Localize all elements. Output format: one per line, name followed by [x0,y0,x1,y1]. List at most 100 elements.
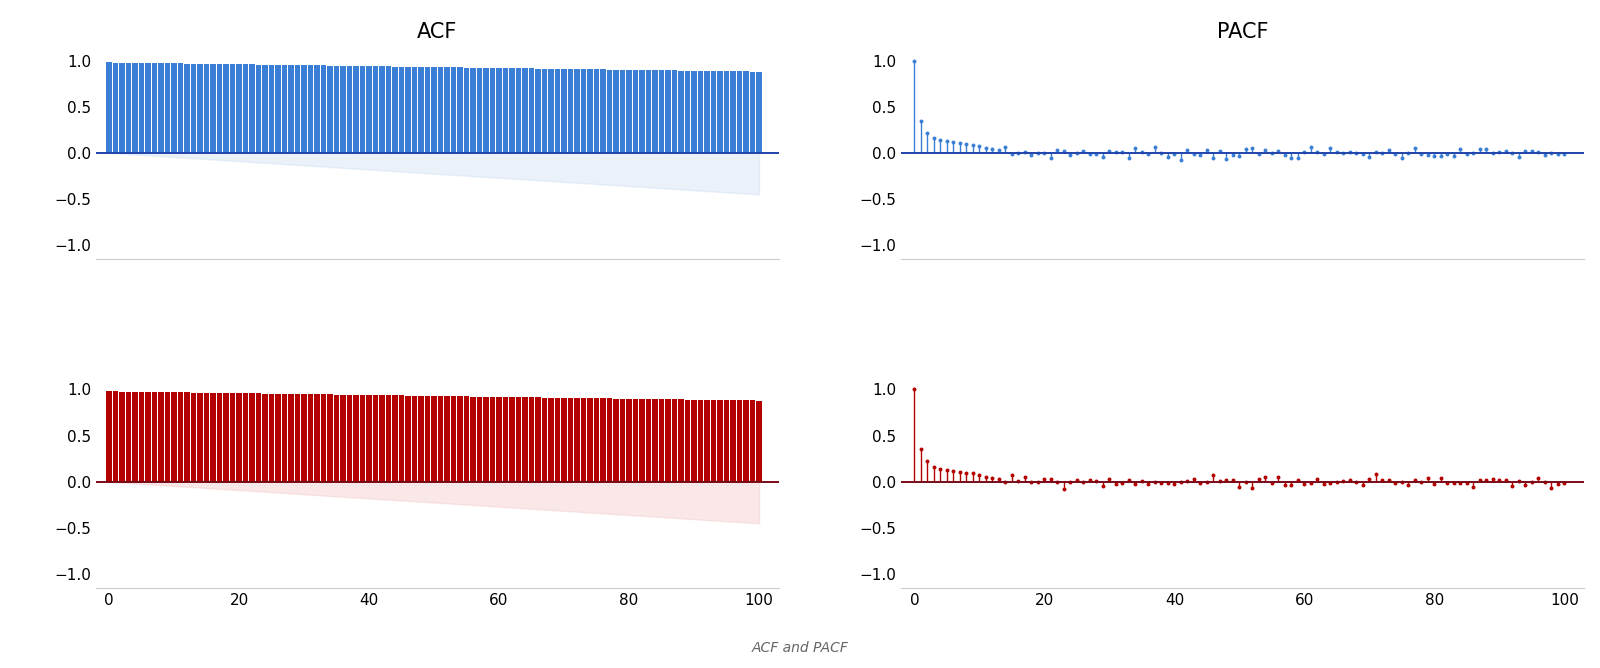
Point [1331,476,1357,486]
Bar [106,62,112,153]
Bar [587,398,594,482]
Point [1304,474,1330,484]
Point [947,138,973,148]
Bar [405,67,411,153]
Bar [165,392,170,482]
Point [922,133,947,144]
Point [1187,478,1213,489]
Point [1026,148,1051,158]
Bar [626,399,632,482]
Bar [730,71,736,153]
Point [1414,150,1440,160]
Bar [392,67,398,153]
Bar [685,71,690,153]
Bar [659,70,664,153]
Point [1253,145,1278,156]
Bar [549,397,554,482]
Point [1227,151,1253,162]
Point [928,134,954,145]
Point [934,136,960,146]
Point [1214,154,1240,164]
Point [1045,144,1070,155]
Bar [184,392,190,482]
Point [1077,148,1102,159]
Bar [723,400,730,482]
Point [1506,152,1531,162]
Point [915,127,941,138]
Bar [562,69,566,153]
Bar [509,68,515,153]
Point [902,384,928,395]
Point [1221,475,1246,486]
Bar [230,393,235,482]
Bar [490,68,496,153]
Bar [606,398,613,482]
Point [1310,479,1336,490]
Bar [522,397,528,482]
Bar [139,63,144,153]
Point [1006,148,1032,158]
Bar [256,393,261,482]
Bar [360,395,365,482]
Point [1083,476,1109,486]
Bar [203,393,210,482]
Point [1480,473,1506,484]
Bar [190,63,197,153]
Point [1376,475,1402,486]
Bar [723,71,730,153]
Bar [301,65,307,153]
Point [1526,146,1552,157]
Bar [646,70,651,153]
Point [1038,474,1064,484]
Bar [483,397,490,482]
Bar [120,391,125,482]
Point [1051,146,1077,156]
Bar [146,392,150,482]
Bar [230,64,235,153]
Bar [320,394,326,482]
Point [1467,144,1493,154]
Bar [640,399,645,482]
Point [973,472,998,482]
Bar [133,391,138,482]
Bar [432,67,437,153]
Bar [106,391,112,482]
Point [1181,474,1206,484]
Bar [509,397,515,482]
Bar [515,397,522,482]
Bar [619,399,626,482]
Bar [398,67,405,153]
Point [1155,152,1181,162]
Bar [120,63,125,153]
Point [1499,480,1525,491]
Point [1298,141,1323,152]
Text: ACF and PACF: ACF and PACF [752,641,848,655]
Point [1194,144,1219,155]
Bar [373,395,378,482]
Point [941,466,966,476]
Point [1200,152,1226,163]
Point [1539,148,1565,159]
Bar [190,393,197,482]
Bar [237,393,242,482]
Bar [178,392,184,482]
Point [966,470,992,481]
Point [1045,477,1070,488]
Point [1136,149,1162,160]
Point [1389,152,1414,163]
Bar [502,68,509,153]
Point [1325,477,1350,488]
Point [1285,475,1310,486]
Bar [738,71,742,153]
Point [1162,479,1187,490]
Bar [640,70,645,153]
Point [1266,146,1291,156]
Point [1395,480,1421,491]
Bar [619,69,626,153]
Bar [275,393,280,482]
Bar [477,397,482,482]
Point [1206,146,1232,156]
Bar [269,65,274,153]
Point [909,444,934,455]
Point [1155,478,1181,488]
